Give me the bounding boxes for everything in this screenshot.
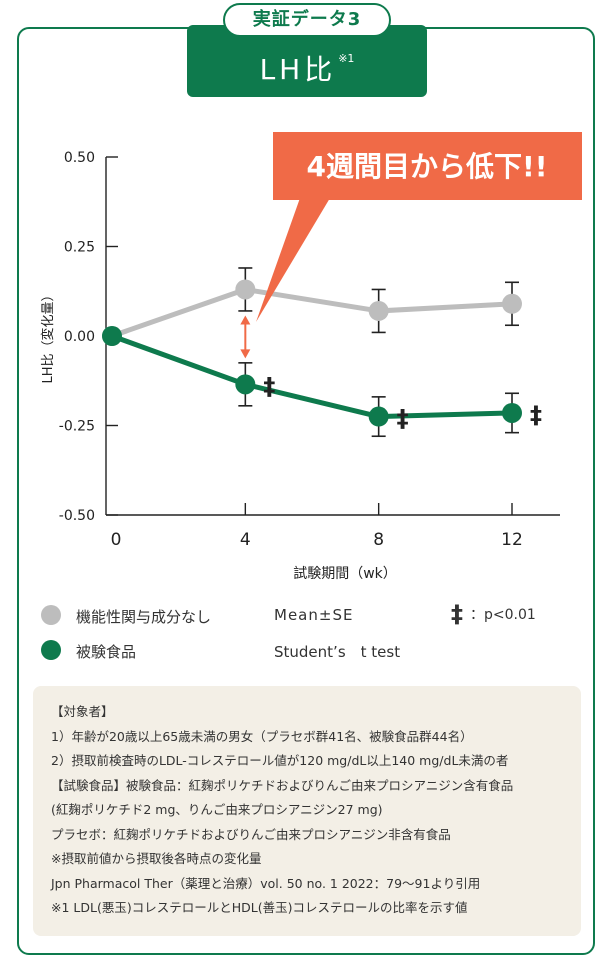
x-tick-label: 12: [501, 530, 523, 550]
title-text: LH比: [259, 53, 337, 86]
stat-method-mean-se: Mean±SE: [274, 606, 354, 624]
line-chart: 0.50 0.25 0.00 -0.25 -0.50 0 4 8 12 試験期間（wk） LH比（変…: [40, 132, 582, 582]
legend-label-placebo: 機能性関与成分なし: [76, 608, 212, 626]
data-point: [235, 374, 256, 395]
data-point: [235, 279, 256, 300]
note-line: ※摂取前値から摂取後各時点の変化量: [51, 851, 262, 866]
callout-text: 4週間目から低下!!: [306, 150, 547, 183]
chart-axes: 0.50 0.25 0.00 -0.25 -0.50 0 4 8 12 試験期間（wk） LH比（変…: [40, 150, 560, 582]
note-line: 【試験食品】被験食品：紅麹ポリケチドおよびりんご由来プロシアニジン含有食品: [51, 777, 514, 793]
chart-series: ‡ ‡ ‡: [102, 267, 542, 438]
y-tick-label: 0.25: [64, 240, 95, 256]
y-axis-title: LH比（変化量）: [40, 288, 56, 383]
note-line: 2）摂取前検査時のLDL-コレステロール値が120 mg/dL以上140 mg/…: [51, 753, 509, 768]
note-line: 【対象者】: [51, 704, 114, 719]
significance-label: ：p<0.01: [470, 607, 536, 623]
data-point: [502, 402, 522, 423]
legend-dot-test-food: [41, 640, 61, 660]
y-tick-label: -0.50: [59, 508, 95, 524]
data-point: [368, 300, 389, 321]
difference-arrow-head-up: [240, 315, 251, 325]
significance-mark: ‡: [397, 405, 409, 433]
title-footnote-mark: ※1: [338, 52, 355, 65]
note-line: Jpn Pharmacol Ther（薬理と治療）vol. 50 no. 1 2…: [51, 875, 481, 891]
series-line: [111, 286, 513, 339]
evidence-tab-label: 実証データ3: [223, 3, 391, 37]
x-tick-label: 8: [373, 530, 384, 550]
legend-dot-placebo: [41, 605, 61, 625]
page-title: LH比 ※1: [187, 48, 427, 88]
notes-box: 【対象者】 1）年齢が20歳以上65歳未満の男女（プラセボ群41名、被験食品群4…: [33, 686, 581, 936]
stat-method-test: Student’s t test: [274, 643, 401, 661]
note-line: 1）年齢が20歳以上65歳未満の男女（プラセボ群41名、被験食品群44名）: [51, 728, 473, 744]
difference-arrow-head-down: [240, 349, 251, 359]
significance-symbol: ‡: [451, 600, 463, 628]
callout: 4週間目から低下!!: [256, 132, 582, 322]
note-line: ※1 LDL(悪玉)コレステロールとHDL(善玉)コレステロールの比率を示す値: [51, 900, 468, 915]
callout-pointer: [256, 198, 330, 322]
data-point: [502, 293, 522, 314]
y-tick-label: 0.50: [64, 150, 95, 166]
title-banner: [187, 25, 427, 97]
series-line: [111, 333, 513, 420]
x-axis-title: 試験期間（wk）: [293, 566, 397, 582]
x-tick-label: 4: [240, 530, 251, 550]
y-tick-label: 0.00: [64, 329, 95, 345]
significance-mark: ‡: [530, 401, 542, 429]
y-tick-label: -0.25: [59, 419, 95, 435]
x-tick-label: 0: [111, 530, 122, 550]
callout-box: [273, 132, 582, 200]
data-point: [368, 406, 389, 427]
note-line: (紅麹ポリケチド2 mg、りんご由来プロシアニジン27 mg): [51, 802, 383, 817]
note-line: プラセボ：紅麹ポリケチドおよびりんご由来プロシアニジン非含有食品: [51, 826, 451, 842]
data-point: [102, 326, 122, 346]
legend-label-test-food: 被験食品: [76, 643, 137, 661]
significance-mark: ‡: [263, 372, 275, 400]
